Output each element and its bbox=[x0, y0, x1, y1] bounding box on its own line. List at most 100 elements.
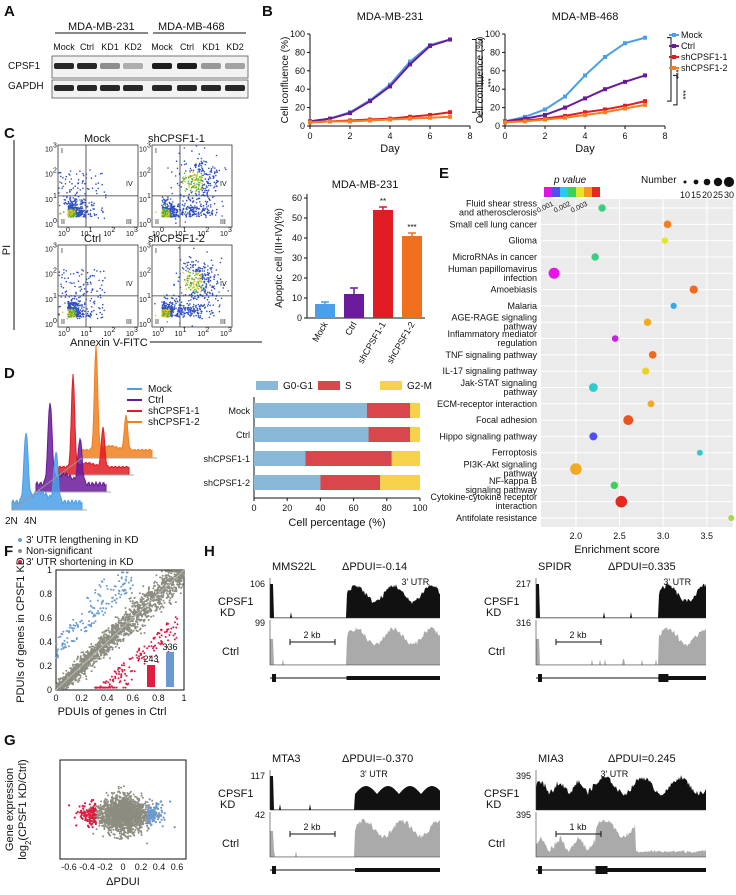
flow-event bbox=[206, 211, 209, 213]
f-ylabel: PDUIs of genes in CPSF1 KD bbox=[15, 557, 27, 703]
flow-event bbox=[90, 283, 92, 285]
series-point-Ctrl bbox=[583, 96, 587, 101]
flow-event bbox=[190, 181, 193, 184]
f-point-ns bbox=[175, 588, 178, 590]
blot-row-gapdh: GAPDH bbox=[8, 81, 44, 92]
f-point-ns bbox=[89, 664, 92, 667]
flow-event bbox=[200, 290, 202, 293]
flow-event bbox=[193, 315, 195, 317]
flow-event bbox=[190, 307, 193, 310]
flow-event bbox=[172, 207, 175, 209]
flow-event bbox=[80, 201, 82, 203]
flow-event bbox=[161, 211, 163, 214]
flow-event bbox=[195, 285, 197, 287]
flow-event bbox=[192, 309, 195, 312]
flow-event bbox=[67, 316, 70, 318]
stack-legend-label-0: G0-G1 bbox=[283, 381, 313, 392]
f-point-ns bbox=[105, 629, 108, 632]
flow-event bbox=[166, 213, 168, 215]
f-point-short bbox=[118, 673, 120, 675]
flow-event bbox=[183, 177, 186, 180]
f-point-short bbox=[153, 649, 155, 652]
flow-event bbox=[178, 307, 180, 309]
y-tick: 10 bbox=[139, 272, 147, 279]
flow-event bbox=[94, 175, 97, 177]
flow-event bbox=[191, 313, 193, 315]
flow-event bbox=[201, 184, 204, 187]
f-point-long bbox=[83, 626, 86, 629]
f-point-ns bbox=[98, 655, 101, 658]
size-legend-dot-0 bbox=[683, 180, 687, 184]
flow-event bbox=[87, 314, 90, 317]
flow-event bbox=[166, 316, 169, 318]
flow-event bbox=[80, 203, 83, 205]
legend-marker-3 bbox=[672, 66, 676, 70]
flow-event bbox=[174, 218, 177, 220]
flow-event bbox=[173, 294, 175, 297]
f-point-ns bbox=[126, 629, 128, 631]
flow-event bbox=[201, 168, 204, 170]
y-tick-exp: 0 bbox=[53, 318, 57, 325]
flow-event bbox=[178, 152, 180, 155]
series-point-Ctrl bbox=[348, 111, 352, 116]
f-point-long bbox=[125, 575, 128, 578]
f-point-short bbox=[136, 650, 139, 653]
f-point-long bbox=[105, 602, 108, 605]
f-point-ns bbox=[83, 657, 86, 659]
flow-event bbox=[79, 309, 82, 312]
flow-event bbox=[84, 193, 86, 195]
f-point-ns bbox=[162, 606, 165, 609]
f-point-ns bbox=[129, 624, 132, 627]
f-point-ns bbox=[146, 595, 149, 598]
flow-event bbox=[193, 184, 195, 187]
f-point-long bbox=[120, 571, 123, 574]
flow-event bbox=[199, 182, 201, 184]
flow-event bbox=[84, 204, 86, 206]
band-cpsf1-5 bbox=[177, 63, 197, 69]
f-point-ns bbox=[65, 669, 68, 672]
f-point-ns bbox=[107, 627, 110, 630]
f-point-ns bbox=[134, 620, 137, 623]
f-point-ns bbox=[98, 658, 101, 660]
bubble-13 bbox=[623, 415, 634, 426]
f-point-ns bbox=[136, 623, 139, 626]
x-tick-exp: 2 bbox=[111, 327, 115, 334]
f-point-ns bbox=[161, 605, 164, 608]
f-point-long bbox=[56, 653, 59, 656]
f-point-ns bbox=[146, 609, 149, 612]
quadrant-label: I bbox=[155, 248, 157, 255]
flow-event bbox=[208, 167, 210, 170]
f-point-ns bbox=[100, 654, 103, 657]
flow-event bbox=[209, 276, 212, 278]
f-point-long bbox=[114, 599, 117, 602]
flow-event bbox=[169, 215, 171, 217]
flow-event bbox=[195, 259, 197, 262]
f-point-ns bbox=[66, 684, 69, 687]
flow-event bbox=[194, 165, 197, 167]
flow-event bbox=[219, 278, 222, 281]
flow-event bbox=[105, 194, 107, 196]
flow-event bbox=[191, 278, 193, 280]
flow-event bbox=[203, 277, 205, 279]
flow-event bbox=[68, 181, 71, 183]
flow-event bbox=[204, 274, 207, 276]
quadrant-label: IV bbox=[126, 181, 133, 188]
flow-event bbox=[89, 215, 92, 217]
f-point-ns bbox=[155, 608, 158, 611]
f-point-long bbox=[106, 588, 109, 590]
stack-category-3: shCPSF1-2 bbox=[203, 478, 250, 488]
flow-event bbox=[198, 278, 200, 280]
flow-event bbox=[206, 206, 208, 208]
flow-event bbox=[192, 298, 195, 300]
flow-event bbox=[175, 298, 178, 300]
f-point-ns bbox=[71, 663, 74, 666]
stack-seg-shCPSF1-2-G0-G1 bbox=[254, 475, 321, 490]
flow-event bbox=[61, 292, 64, 295]
flow-event bbox=[83, 306, 85, 309]
flow-event bbox=[183, 160, 186, 162]
flow-event bbox=[187, 196, 190, 198]
flow-event bbox=[164, 202, 167, 205]
f-point-ns bbox=[104, 633, 107, 636]
f-point-ns bbox=[170, 575, 173, 578]
f-point-ns bbox=[87, 664, 90, 667]
